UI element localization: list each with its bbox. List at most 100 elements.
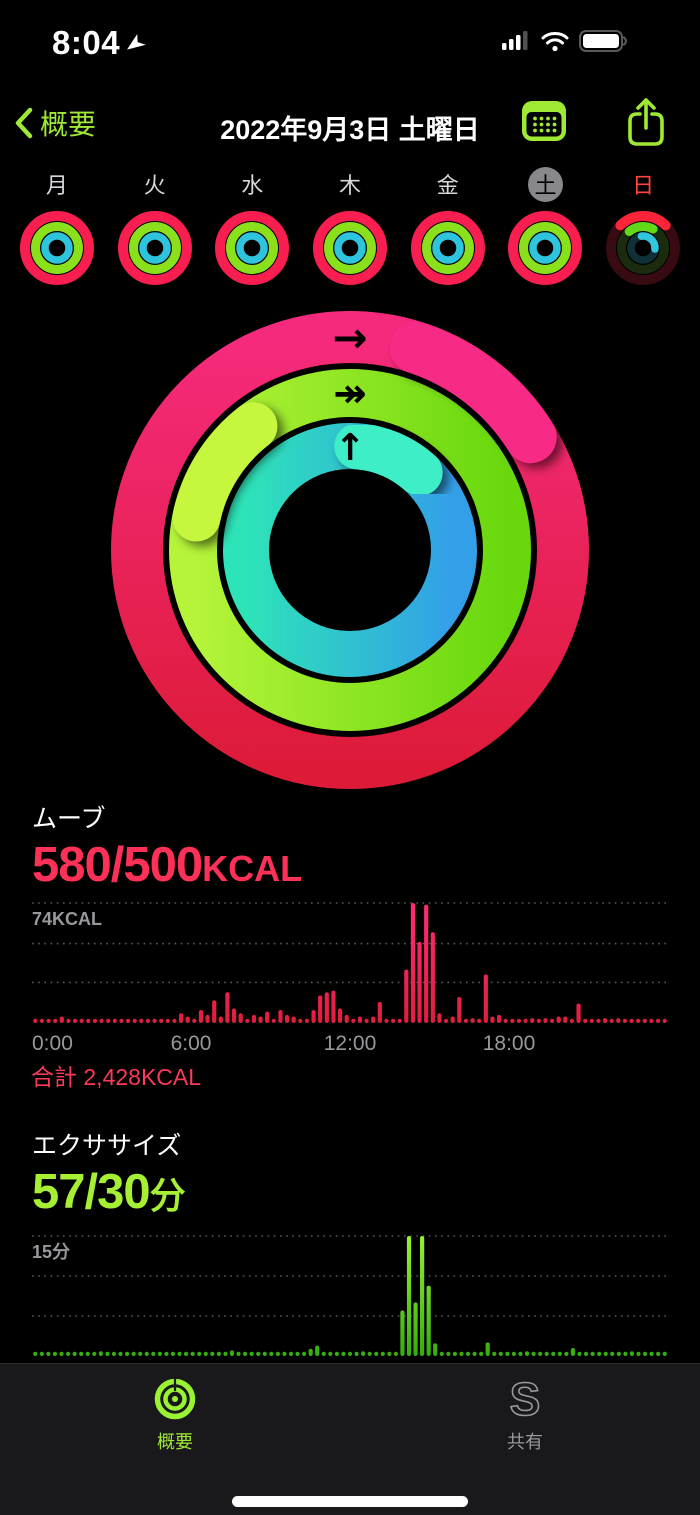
bar bbox=[564, 1351, 569, 1356]
bar bbox=[185, 1016, 190, 1023]
bar bbox=[609, 1018, 614, 1023]
calendar-button[interactable] bbox=[521, 100, 567, 142]
bar bbox=[278, 1010, 283, 1023]
bar bbox=[324, 992, 329, 1023]
bar bbox=[367, 1351, 372, 1356]
mini-activity-rings bbox=[117, 211, 192, 285]
bar bbox=[282, 1351, 287, 1356]
chevron-left-icon bbox=[15, 107, 33, 139]
bar bbox=[212, 1000, 217, 1023]
bar bbox=[284, 1014, 290, 1023]
exercise-arrow-icon: ↠ bbox=[333, 371, 367, 417]
bar bbox=[157, 1351, 162, 1356]
bar bbox=[603, 1351, 608, 1356]
bar bbox=[569, 1018, 575, 1023]
bar bbox=[271, 1018, 276, 1023]
bar bbox=[629, 1018, 634, 1023]
bar bbox=[321, 1351, 326, 1356]
weekday-item-1[interactable]: 火 bbox=[106, 166, 204, 288]
x-axis-label: 6:00 bbox=[171, 1032, 212, 1055]
bar bbox=[262, 1351, 267, 1356]
move-arrow-icon: → bbox=[332, 313, 367, 362]
mini-activity-rings bbox=[313, 211, 388, 285]
weekday-item-5[interactable]: 土 bbox=[497, 166, 595, 288]
bar bbox=[364, 1018, 369, 1023]
bar bbox=[413, 1302, 418, 1356]
bar bbox=[485, 1342, 490, 1356]
bar bbox=[446, 1351, 451, 1356]
weekday-item-3[interactable]: 木 bbox=[301, 166, 399, 288]
bar bbox=[439, 1351, 444, 1356]
status-bar-time: 8:04 bbox=[52, 24, 147, 62]
bar bbox=[649, 1018, 654, 1023]
bar bbox=[583, 1018, 588, 1023]
tab-summary[interactable]: 概要 bbox=[0, 1376, 350, 1454]
weekday-label: 金 bbox=[436, 173, 459, 198]
bar bbox=[649, 1351, 654, 1356]
home-indicator[interactable] bbox=[232, 1496, 468, 1507]
back-button[interactable]: 概要 bbox=[14, 103, 96, 143]
svg-text:S: S bbox=[510, 1376, 541, 1422]
bar bbox=[205, 1014, 210, 1023]
weekday-item-0[interactable]: 月 bbox=[8, 166, 106, 288]
bar bbox=[269, 1351, 274, 1356]
bar bbox=[450, 1016, 455, 1023]
bar bbox=[295, 1351, 300, 1356]
bar bbox=[92, 1351, 97, 1356]
bar bbox=[616, 1018, 621, 1023]
bar bbox=[291, 1016, 296, 1023]
bar bbox=[622, 1018, 628, 1023]
bar bbox=[470, 1018, 475, 1023]
bar bbox=[452, 1351, 458, 1356]
mini-activity-rings bbox=[19, 211, 94, 285]
bar bbox=[459, 1351, 464, 1356]
bar bbox=[197, 1351, 202, 1356]
bar bbox=[210, 1351, 215, 1356]
bar bbox=[551, 1351, 556, 1356]
bar bbox=[357, 1016, 363, 1023]
weekday-label: 火 bbox=[143, 173, 166, 198]
bar bbox=[583, 1351, 589, 1356]
bar bbox=[384, 1018, 389, 1023]
bar bbox=[576, 1003, 581, 1023]
bar bbox=[249, 1351, 254, 1356]
bar bbox=[231, 1008, 237, 1023]
bar bbox=[361, 1351, 366, 1356]
move-total-label: 合計 bbox=[31, 1064, 77, 1090]
bar bbox=[178, 1013, 184, 1023]
weekday-item-4[interactable]: 金 bbox=[399, 166, 497, 288]
bar bbox=[656, 1351, 661, 1356]
bar bbox=[79, 1018, 84, 1023]
bar bbox=[33, 1018, 38, 1023]
selected-day-badge: 土 bbox=[527, 166, 563, 202]
bar bbox=[341, 1351, 346, 1356]
weekday-item-2[interactable]: 水 bbox=[203, 166, 301, 288]
exercise-ring bbox=[169, 369, 531, 731]
tab-sharing[interactable]: S 共有 bbox=[350, 1376, 700, 1454]
bar bbox=[315, 1345, 320, 1356]
bar bbox=[131, 1351, 136, 1356]
bar bbox=[238, 1013, 243, 1023]
bar bbox=[597, 1351, 602, 1356]
bar bbox=[52, 1351, 58, 1356]
bar bbox=[590, 1351, 595, 1356]
bar bbox=[105, 1351, 110, 1356]
bar bbox=[374, 1351, 379, 1356]
exercise-number: 57/30 bbox=[32, 1165, 151, 1219]
bar bbox=[518, 1351, 523, 1356]
weekday-item-6[interactable]: 日 bbox=[594, 166, 692, 288]
back-label: 概要 bbox=[40, 109, 97, 140]
bar bbox=[563, 1016, 568, 1023]
bar bbox=[203, 1351, 208, 1356]
bar bbox=[377, 1001, 382, 1023]
bar bbox=[53, 1018, 58, 1023]
stand-arrow-icon: ↑ bbox=[334, 426, 365, 469]
wifi-icon bbox=[541, 32, 569, 52]
bar bbox=[498, 1351, 503, 1356]
bar bbox=[387, 1351, 392, 1356]
weekday-label: 土 bbox=[527, 166, 563, 202]
bar bbox=[190, 1351, 195, 1356]
bar bbox=[636, 1018, 641, 1023]
share-button[interactable] bbox=[624, 96, 668, 148]
